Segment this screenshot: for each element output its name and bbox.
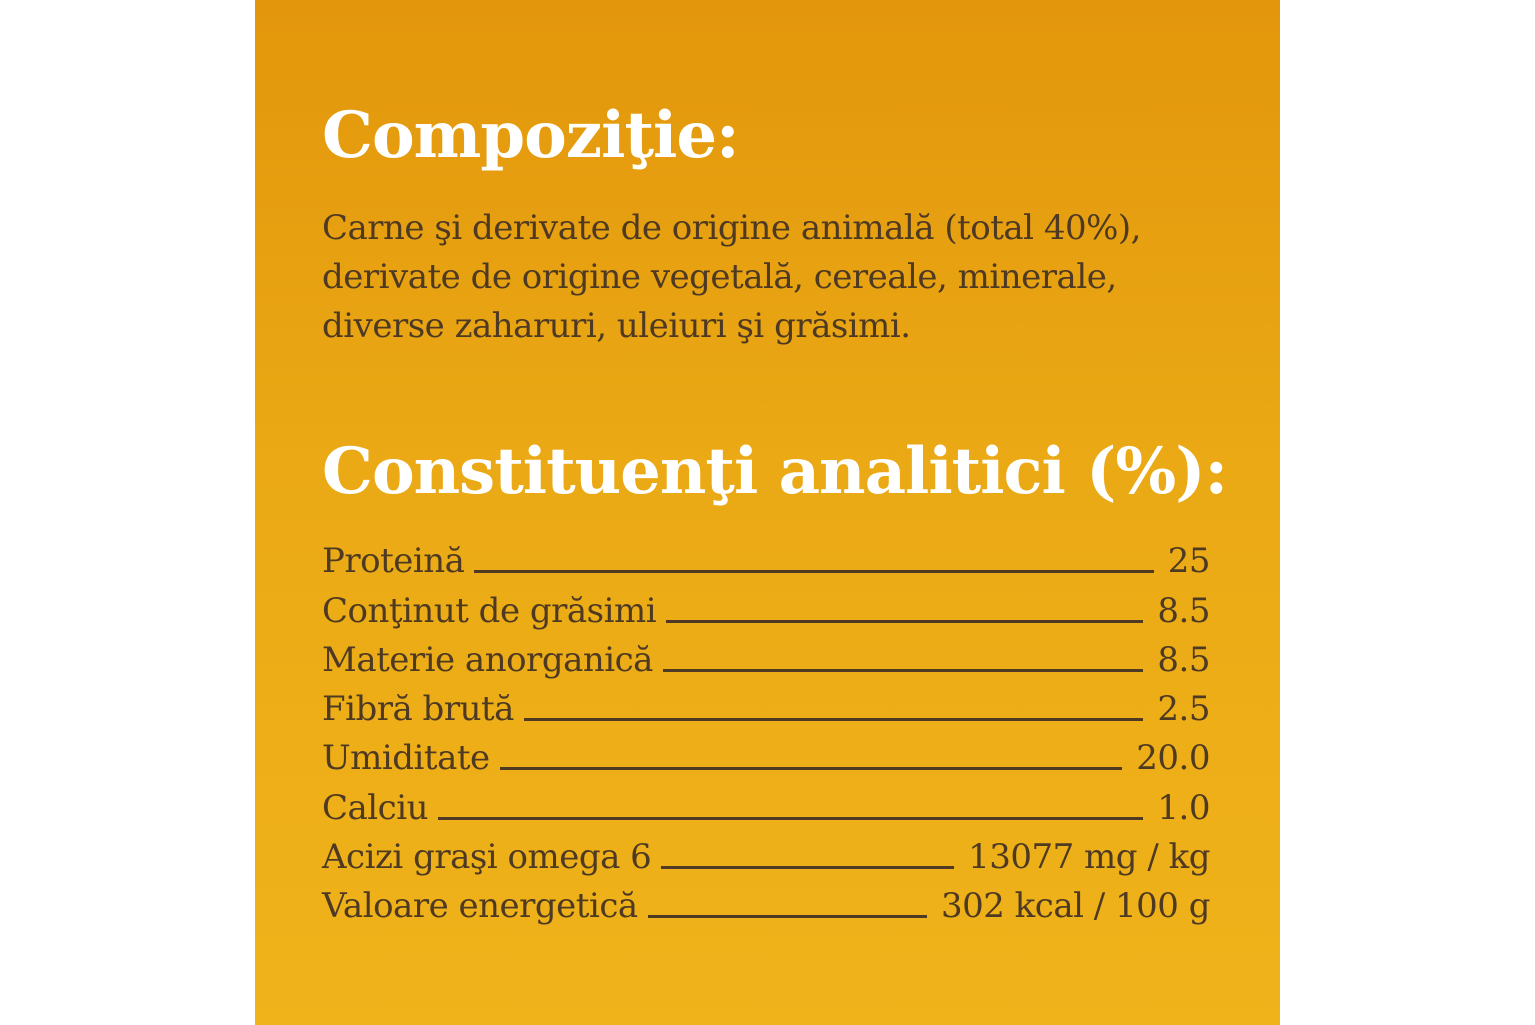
composition-title: Compoziţie:: [322, 98, 740, 173]
row-label: Calciu: [322, 787, 428, 828]
analytical-row-moisture: Umiditate 20.0: [322, 729, 1210, 778]
row-label: Valoare energetică: [322, 886, 638, 927]
row-value: 8.5: [1157, 590, 1210, 631]
analytical-title: Constituenţi analitici (%):: [322, 434, 1228, 509]
row-value: 20.0: [1136, 738, 1210, 779]
leader-line: [666, 619, 1144, 623]
leader-line: [474, 570, 1154, 574]
leader-line: [437, 816, 1144, 820]
leader-line: [499, 767, 1123, 771]
ingredients-panel: Compoziţie: Carne şi derivate de origine…: [255, 0, 1280, 1025]
leader-line: [647, 915, 927, 919]
analytical-row-energy: Valoare energetică 302 kcal / 100 g: [322, 877, 1211, 927]
row-label: Acizi graşi omega 6: [322, 837, 652, 878]
analytical-row-ash: Materie anorganică 8.5: [322, 631, 1210, 680]
row-value: 13077 mg / kg: [968, 837, 1210, 878]
analytical-row-omega6: Acizi graşi omega 6 13077 mg / kg: [322, 828, 1210, 877]
row-value: 302 kcal / 100 g: [940, 886, 1211, 927]
leader-line: [662, 668, 1144, 672]
row-value: 1.0: [1157, 787, 1210, 828]
row-label: Umiditate: [322, 738, 490, 779]
row-label: Proteină: [322, 541, 465, 582]
analytical-table: Proteină 25 Conţinut de grăsimi 8.5 Mate…: [322, 532, 1211, 927]
row-label: Conţinut de grăsimi: [322, 590, 657, 631]
row-label: Materie anorganică: [322, 639, 653, 680]
leader-line: [661, 866, 955, 870]
analytical-row-calcium: Calciu 1.0: [322, 778, 1210, 828]
composition-text: Carne şi derivate de origine animală (to…: [322, 208, 1142, 346]
row-label: Fibră brută: [322, 689, 514, 730]
row-value: 25: [1167, 541, 1211, 582]
row-value: 2.5: [1157, 689, 1210, 730]
analytical-row-fibre: Fibră brută 2.5: [322, 680, 1210, 729]
row-value: 8.5: [1157, 639, 1210, 680]
analytical-row-protein: Proteină 25: [322, 532, 1211, 582]
leader-line: [523, 718, 1144, 722]
analytical-row-fat: Conţinut de grăsimi 8.5: [322, 581, 1210, 631]
